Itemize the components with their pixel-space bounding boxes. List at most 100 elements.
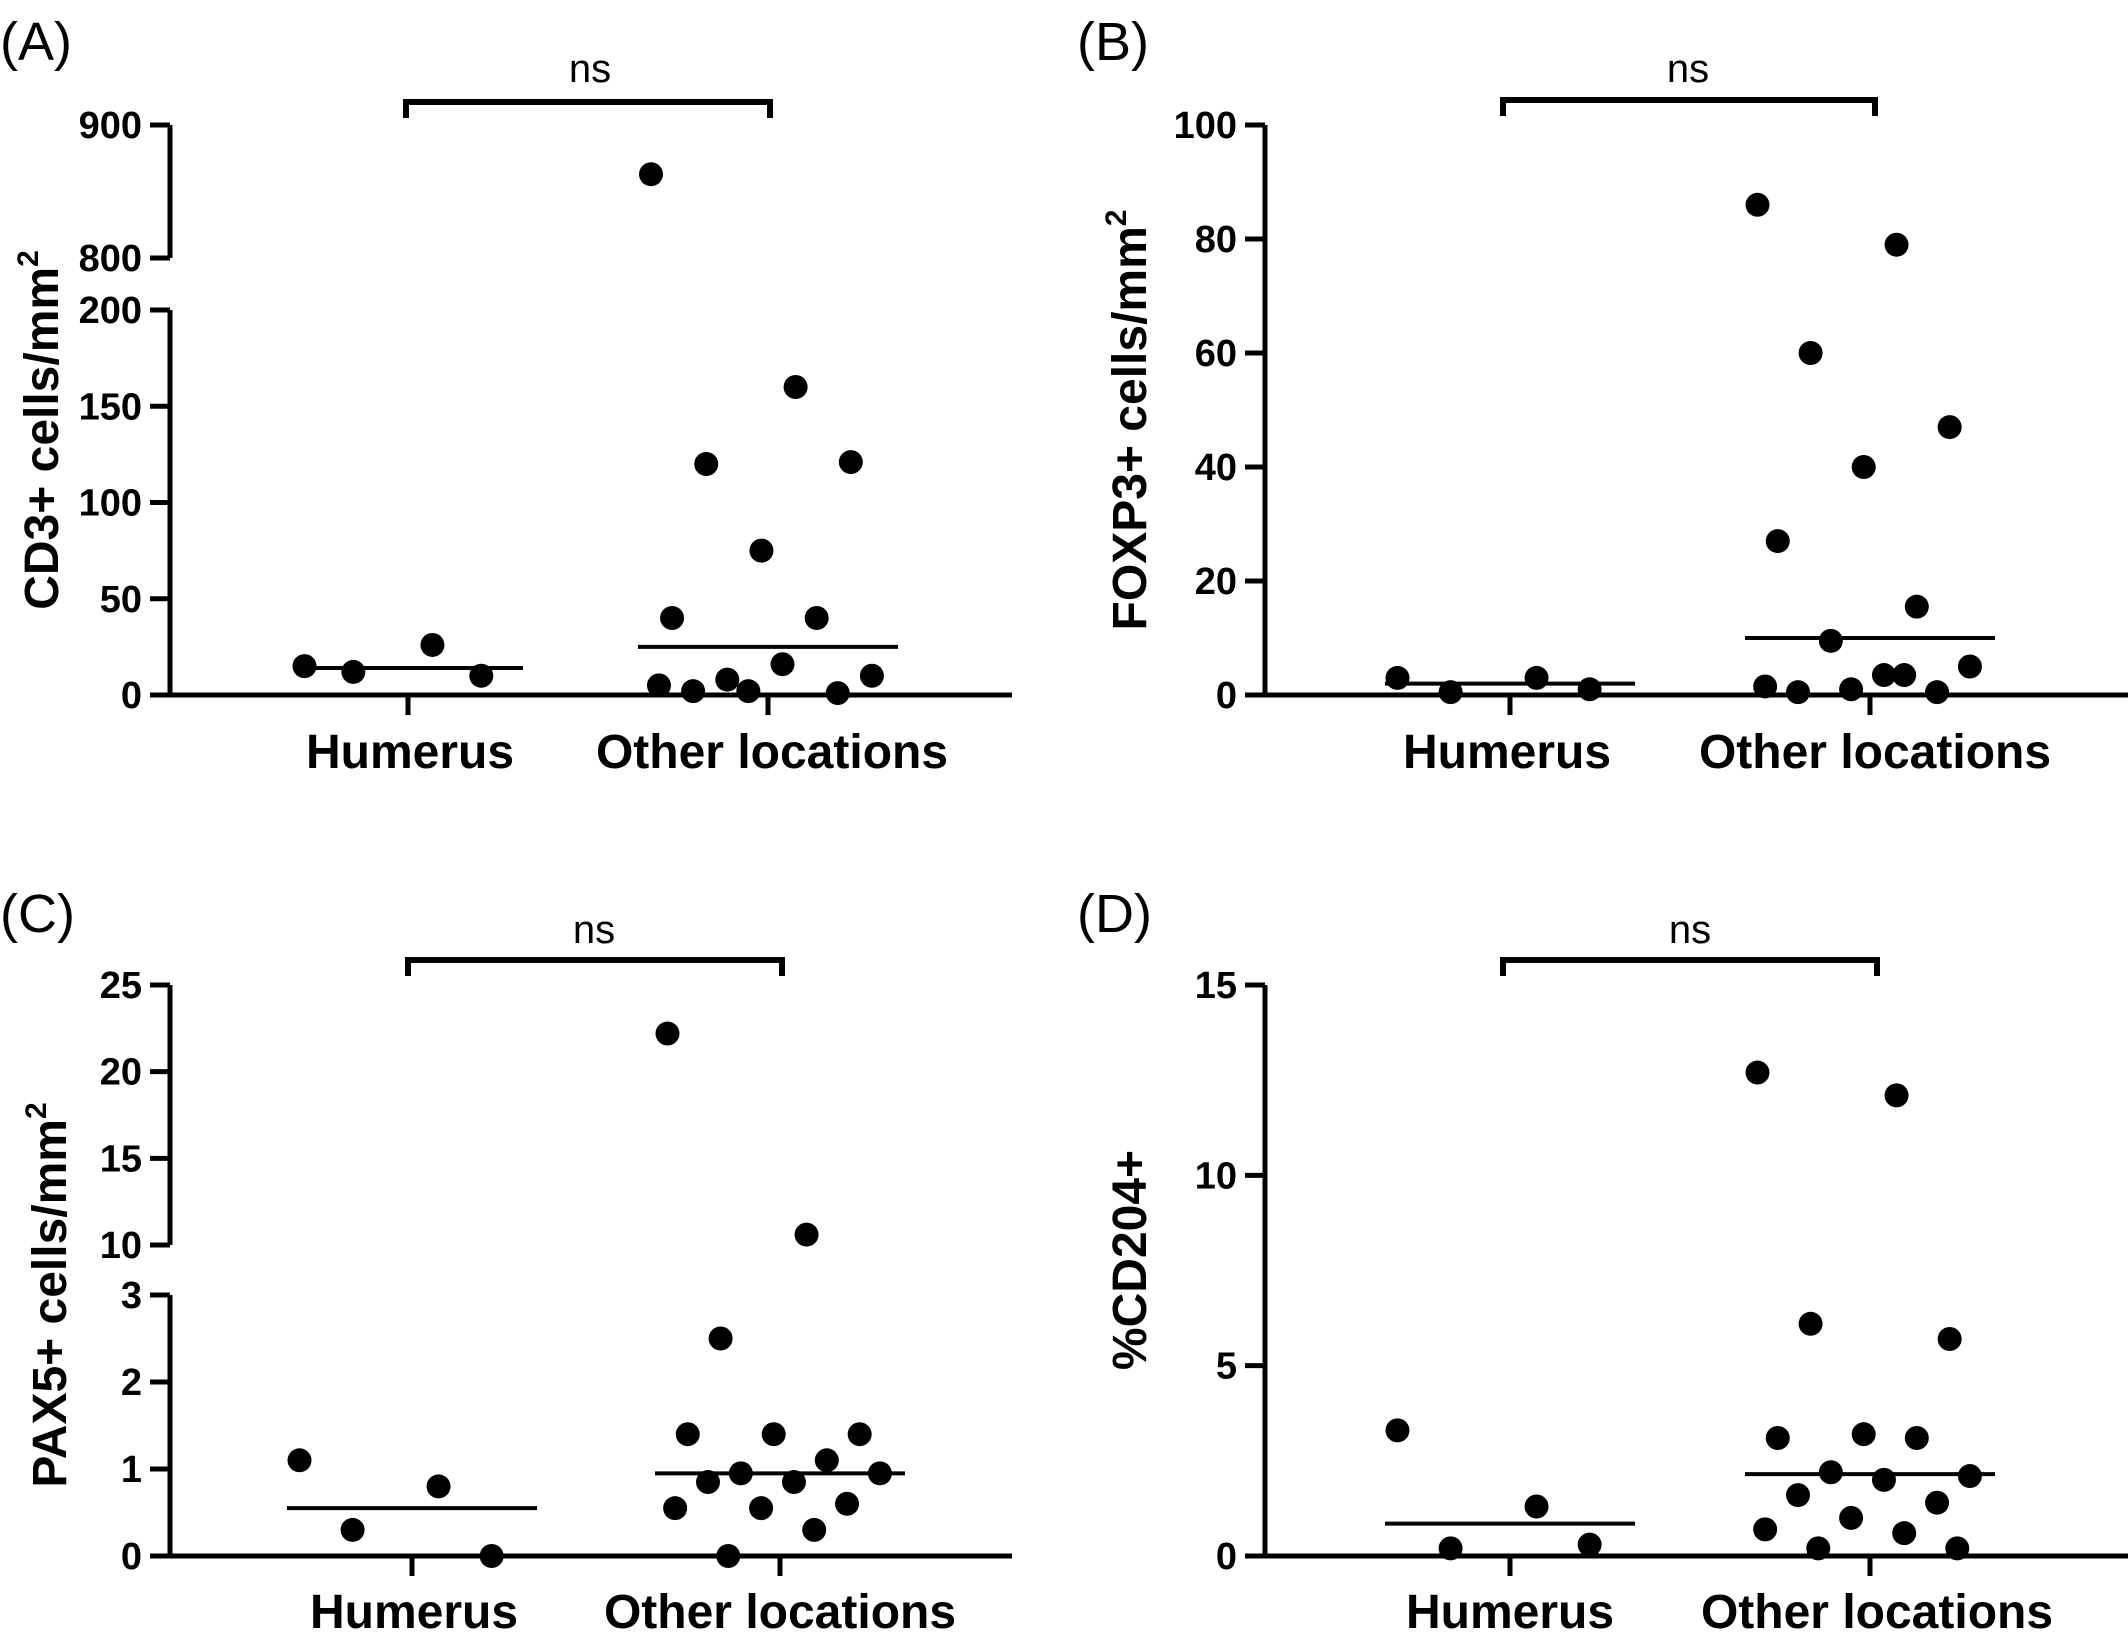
data-point [761,1422,786,1447]
significance-bracket [405,957,785,976]
y-tick-label: 50 [100,579,142,621]
data-point [292,654,317,679]
data-point [1871,663,1896,688]
data-point [1884,232,1909,257]
y-tick-label: 80 [1195,219,1237,261]
panel-d: (D) ns Humerus Other locations %CD204+ 0… [1077,884,2128,1635]
data-point [1904,594,1929,619]
data-point [847,1422,872,1447]
panel-label: (C) [0,884,75,944]
data-point [1937,1327,1962,1352]
data-point [1904,1425,1929,1450]
data-point [1385,665,1410,690]
data-point [1925,680,1950,705]
category-label-other-locations: Other locations [604,1586,956,1635]
significance-label: ns [1667,47,1709,91]
y-tick-label: 10 [100,1225,142,1267]
panel-label: (B) [1077,12,1149,72]
y-tick-label: 800 [79,238,142,280]
y-axis-label-text: CD3+ cells/mm [16,267,69,610]
data-point [287,1448,312,1473]
y-tick-label: 0 [1216,675,1237,717]
data-point [804,606,829,630]
category-label-humerus: Humerus [306,726,514,779]
data-point [1753,1517,1778,1542]
panel-a: (A) ns Humerus Other locations CD3+ cell… [0,12,1012,779]
y-axis-label-superscript: 2 [12,250,45,267]
category-label-other-locations: Other locations [1701,1586,2053,1635]
data-point [1957,654,1982,679]
data-point [1765,1425,1790,1450]
data-point [728,1461,753,1486]
data-point [825,681,850,706]
data-point [675,1422,700,1447]
data-point [1745,192,1770,217]
y-axis-label-superscript: 2 [20,1102,53,1119]
data-point [1851,455,1876,479]
data-point [835,1491,860,1516]
y-tick-label: 100 [1174,105,1237,147]
y-tick-label: 15 [100,1138,142,1180]
data-point [420,632,445,657]
data-point [716,1544,741,1568]
data-point [749,1496,774,1521]
data-point [715,667,740,692]
panel-label: (D) [1077,884,1152,944]
y-axis-label-superscript: 2 [1100,210,1133,227]
data-point [479,1544,504,1568]
data-point [639,162,663,187]
y-tick-label: 60 [1195,333,1237,375]
y-tick-label: 0 [121,675,142,717]
data-point [1925,1490,1950,1515]
y-tick-label: 900 [79,105,142,147]
data-point [1839,677,1864,702]
category-label-other-locations: Other locations [1699,726,2051,779]
data-point [1524,1494,1549,1519]
data-point [469,663,494,688]
panel-b: (B) ns Humerus Other locations FOXP3+ ce… [1077,12,2128,779]
y-tick-label: 3 [121,1275,142,1317]
data-point [1745,1060,1770,1085]
data-point [1753,674,1778,699]
data-point [1818,1460,1843,1485]
y-axis-label: PAX5+ cells/mm2 [20,1102,77,1487]
y-tick-label: 5 [1216,1346,1237,1388]
significance-label: ns [573,908,615,952]
y-tick-label: 0 [1216,1536,1237,1578]
y-tick-label: 25 [100,965,142,1007]
y-tick-label: 40 [1195,447,1237,489]
data-point [859,663,884,688]
data-point [783,375,808,399]
y-tick-label: 100 [79,483,142,525]
data-point [814,1448,839,1473]
panel-c: (C) ns Humerus Other locations PAX5+ cel… [0,884,1012,1635]
data-point [867,1461,892,1486]
data-point [1937,415,1962,440]
data-point [794,1222,819,1247]
data-point [708,1326,733,1351]
data-point [1806,1536,1831,1561]
data-point [1839,1505,1864,1530]
y-axis-label-text: PAX5+ cells/mm [24,1119,77,1488]
y-axis-label: CD3+ cells/mm2 [12,250,69,610]
data-point [1945,1536,1970,1561]
data-point [1798,1311,1823,1336]
y-axis-label: FOXP3+ cells/mm2 [1100,210,1157,631]
y-axis-label-text: FOXP3+ cells/mm [1104,226,1157,630]
data-point [1818,628,1843,653]
data-point [1438,680,1463,705]
data-point [1524,665,1549,690]
y-tick-label: 20 [1195,561,1237,603]
y-tick-label: 1 [121,1449,142,1491]
data-point [681,679,706,704]
data-point [1851,1422,1876,1447]
data-point [1577,1532,1602,1557]
data-point [1385,1418,1410,1443]
y-tick-label: 200 [79,290,142,332]
data-point [426,1474,451,1499]
data-point [1577,677,1602,702]
category-label-humerus: Humerus [1406,1586,1614,1635]
significance-bracket [1500,957,1880,976]
data-point [770,652,795,677]
